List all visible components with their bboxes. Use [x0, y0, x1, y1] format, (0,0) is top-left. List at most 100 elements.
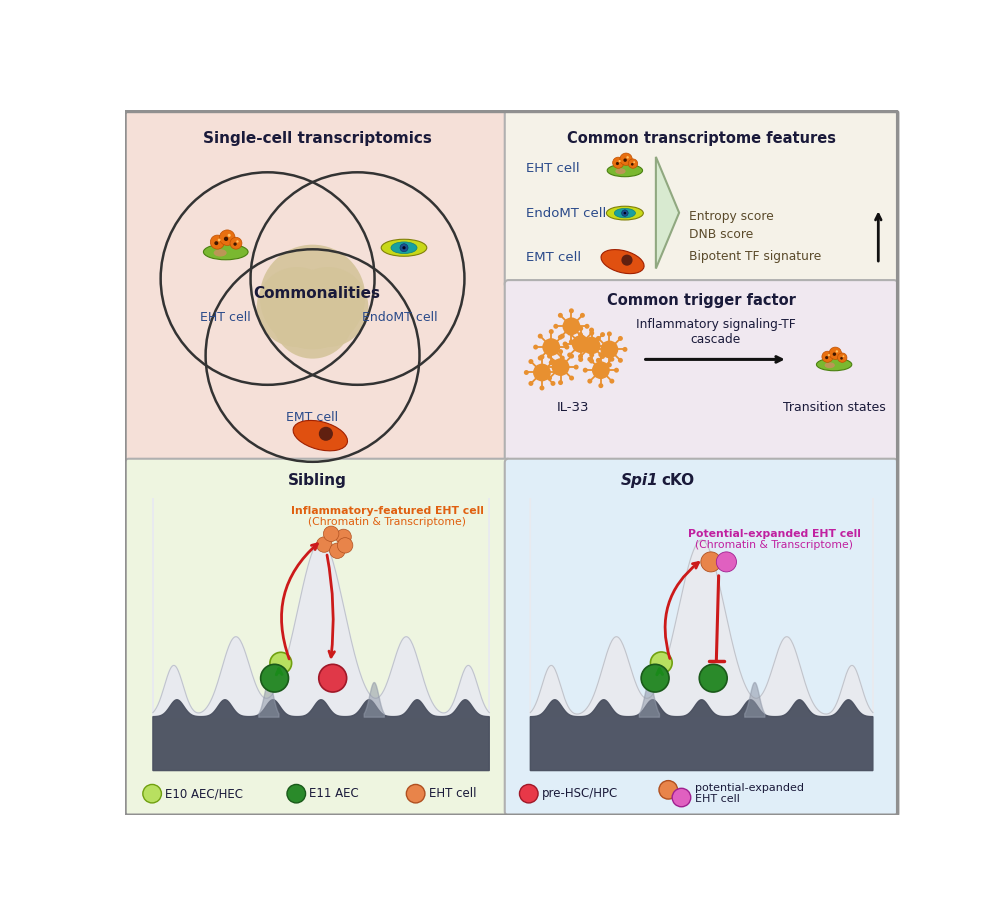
FancyBboxPatch shape	[505, 110, 898, 288]
Circle shape	[600, 333, 605, 337]
Circle shape	[622, 210, 628, 216]
Text: Potential-expanded EHT cell: Potential-expanded EHT cell	[688, 529, 861, 539]
Polygon shape	[530, 498, 873, 716]
Circle shape	[569, 354, 574, 359]
Circle shape	[592, 361, 610, 379]
Circle shape	[287, 784, 306, 803]
Circle shape	[236, 240, 239, 243]
Text: Common transcriptome features: Common transcriptome features	[567, 132, 836, 147]
Circle shape	[641, 664, 669, 692]
Circle shape	[230, 237, 242, 249]
Circle shape	[524, 370, 529, 375]
Circle shape	[600, 341, 618, 358]
Circle shape	[659, 780, 678, 799]
Circle shape	[558, 334, 563, 340]
Circle shape	[699, 664, 727, 692]
Circle shape	[330, 543, 345, 559]
Circle shape	[560, 333, 565, 339]
Circle shape	[578, 357, 583, 362]
Circle shape	[542, 365, 547, 369]
Polygon shape	[153, 700, 489, 770]
Circle shape	[528, 381, 533, 386]
Circle shape	[672, 789, 691, 807]
Circle shape	[613, 158, 624, 169]
Circle shape	[616, 162, 619, 165]
Circle shape	[552, 358, 569, 376]
Circle shape	[626, 156, 629, 158]
Circle shape	[596, 336, 601, 341]
Circle shape	[829, 347, 841, 359]
Circle shape	[553, 324, 558, 329]
Circle shape	[650, 652, 672, 673]
Circle shape	[578, 333, 583, 337]
Circle shape	[609, 356, 614, 362]
Ellipse shape	[391, 242, 417, 254]
Circle shape	[589, 353, 594, 357]
Text: (Chromatin & Transcriptome): (Chromatin & Transcriptome)	[308, 517, 466, 527]
Circle shape	[550, 381, 555, 386]
Text: Bipotent TF signature: Bipotent TF signature	[689, 250, 821, 263]
Circle shape	[555, 370, 560, 375]
Circle shape	[631, 163, 634, 166]
Circle shape	[620, 153, 632, 166]
Ellipse shape	[816, 358, 852, 371]
Text: Sibling: Sibling	[288, 473, 347, 487]
Text: Single-cell transcriptomics: Single-cell transcriptomics	[203, 132, 432, 147]
Ellipse shape	[607, 164, 643, 177]
Ellipse shape	[293, 420, 347, 451]
Circle shape	[701, 551, 721, 572]
Circle shape	[560, 355, 565, 361]
Circle shape	[564, 344, 569, 350]
Circle shape	[319, 427, 333, 441]
Circle shape	[598, 353, 603, 357]
Circle shape	[573, 344, 578, 348]
Text: EMT cell: EMT cell	[526, 251, 582, 264]
Text: EndoMT cell: EndoMT cell	[526, 207, 607, 220]
Circle shape	[558, 313, 563, 318]
Circle shape	[336, 529, 351, 545]
Circle shape	[533, 364, 551, 381]
Ellipse shape	[203, 244, 248, 260]
Circle shape	[840, 357, 843, 360]
Circle shape	[558, 380, 563, 385]
Circle shape	[519, 784, 538, 803]
Text: Inflammatory-featured EHT cell: Inflammatory-featured EHT cell	[291, 507, 483, 516]
Circle shape	[219, 230, 235, 245]
Circle shape	[619, 160, 621, 162]
Circle shape	[628, 158, 638, 169]
Text: Entropy score: Entropy score	[689, 210, 774, 223]
Circle shape	[842, 355, 844, 357]
Circle shape	[624, 212, 626, 214]
Circle shape	[580, 313, 585, 318]
Circle shape	[833, 353, 836, 356]
Circle shape	[288, 267, 368, 347]
Circle shape	[607, 332, 612, 336]
Text: E10 AEC/HEC: E10 AEC/HEC	[165, 787, 243, 801]
Circle shape	[598, 383, 603, 388]
Circle shape	[257, 267, 337, 347]
Circle shape	[210, 235, 224, 249]
Circle shape	[528, 359, 533, 364]
Circle shape	[569, 309, 574, 313]
Circle shape	[538, 333, 543, 339]
Text: Transition states: Transition states	[783, 401, 886, 414]
Circle shape	[547, 354, 552, 359]
Text: Commonalities: Commonalities	[253, 287, 380, 301]
Circle shape	[218, 238, 221, 242]
Circle shape	[578, 326, 583, 331]
Circle shape	[547, 376, 552, 380]
Circle shape	[825, 356, 828, 359]
Text: potential-expanded
EHT cell: potential-expanded EHT cell	[695, 783, 804, 804]
Text: Spi1: Spi1	[620, 473, 658, 487]
Circle shape	[402, 246, 406, 249]
Text: EndoMT cell: EndoMT cell	[362, 311, 437, 324]
Ellipse shape	[614, 208, 635, 218]
Circle shape	[828, 354, 830, 356]
Circle shape	[589, 331, 594, 335]
Circle shape	[228, 234, 231, 237]
Circle shape	[316, 537, 332, 552]
Text: EHT cell: EHT cell	[200, 311, 251, 324]
Circle shape	[533, 344, 538, 350]
Circle shape	[406, 784, 425, 803]
Circle shape	[260, 245, 365, 349]
